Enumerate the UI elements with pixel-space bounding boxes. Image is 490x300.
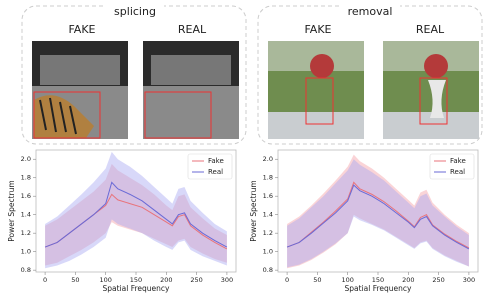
- x-tick-label: 0: [43, 276, 47, 284]
- y-tick-label: 1.4: [263, 211, 273, 219]
- y-tick-label: 0.8: [21, 266, 31, 274]
- x-tick-label: 250: [432, 276, 444, 284]
- x-tick-label: 100: [99, 276, 111, 284]
- panel-title: removal: [348, 5, 393, 18]
- legend-label: Real: [208, 168, 223, 176]
- x-tick-label: 100: [341, 276, 353, 284]
- legend-label: Fake: [208, 157, 224, 165]
- x-axis-label: Spatial Frequency: [345, 284, 413, 293]
- x-tick-label: 50: [71, 276, 79, 284]
- page: {"figure": {"panels": [ {"title": "splic…: [0, 0, 490, 296]
- image-label: REAL: [416, 23, 445, 36]
- y-tick-label: 2.0: [263, 155, 273, 163]
- y-tick-label: 1.0: [263, 248, 273, 256]
- y-tick-label: 1.6: [21, 192, 31, 200]
- legend-label: Real: [450, 168, 465, 176]
- x-tick-label: 0: [285, 276, 289, 284]
- image-label: FAKE: [68, 23, 95, 36]
- x-axis-label: Spatial Frequency: [103, 284, 171, 293]
- image: [268, 41, 364, 139]
- image-label: REAL: [178, 23, 207, 36]
- image: [32, 41, 128, 139]
- figure: splicing removal FAKE REAL FAKE REAL 0.: [0, 0, 490, 296]
- y-tick-label: 1.0: [21, 248, 31, 256]
- y-tick-label: 1.2: [263, 229, 273, 237]
- y-tick-label: 1.2: [21, 229, 31, 237]
- y-tick-label: 1.8: [263, 174, 273, 182]
- legend-label: Fake: [450, 157, 466, 165]
- image: [143, 41, 239, 139]
- panel-title: splicing: [114, 5, 156, 18]
- x-tick-label: 50: [313, 276, 321, 284]
- x-tick-label: 200: [160, 276, 172, 284]
- y-axis-label: Power Spectrum: [249, 180, 258, 241]
- y-tick-label: 1.6: [263, 192, 273, 200]
- x-tick-label: 200: [402, 276, 414, 284]
- y-tick-label: 1.4: [21, 211, 31, 219]
- x-tick-label: 300: [463, 276, 475, 284]
- y-tick-label: 2.0: [21, 155, 31, 163]
- x-tick-label: 150: [130, 276, 142, 284]
- image-label: FAKE: [304, 23, 331, 36]
- y-axis-label: Power Spectrum: [7, 180, 16, 241]
- y-tick-label: 0.8: [263, 266, 273, 274]
- y-tick-label: 1.8: [21, 174, 31, 182]
- x-tick-label: 250: [190, 276, 202, 284]
- image: [383, 41, 479, 139]
- x-tick-label: 150: [372, 276, 384, 284]
- x-tick-label: 300: [221, 276, 233, 284]
